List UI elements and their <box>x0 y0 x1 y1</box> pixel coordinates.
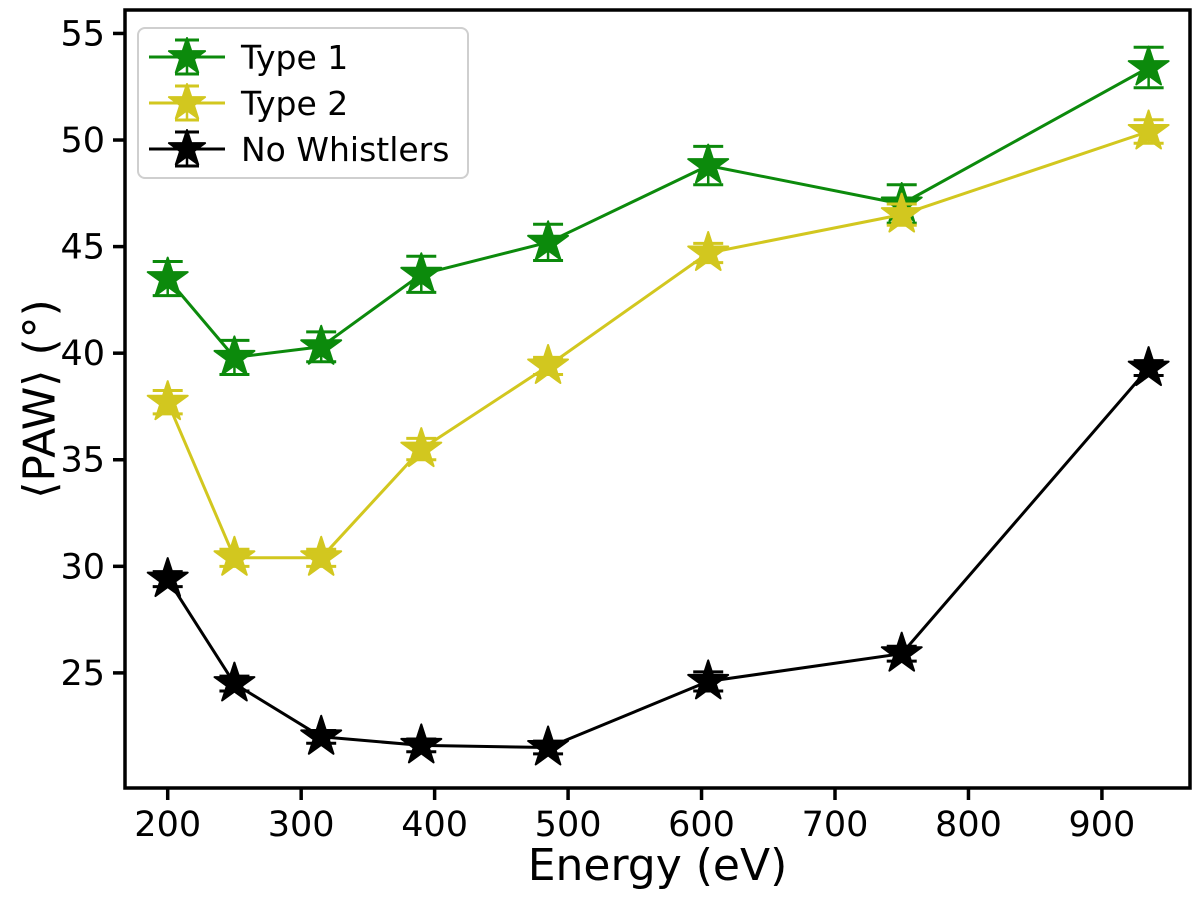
y-tick-label: 55 <box>60 14 105 54</box>
star-marker <box>146 256 189 297</box>
y-tick-label: 35 <box>60 441 105 481</box>
y-tick-label: 50 <box>60 121 105 161</box>
star-marker <box>527 725 569 766</box>
legend-marker-icon <box>149 83 225 122</box>
x-tick-label: 900 <box>1069 805 1136 845</box>
x-tick-label: 800 <box>935 805 1002 845</box>
star-marker <box>687 143 730 184</box>
star-marker <box>880 192 923 233</box>
star-marker <box>400 427 443 468</box>
legend-entry: Type 1 <box>147 34 449 80</box>
plot-frame <box>123 8 1192 790</box>
legend-label: No Whistlers <box>241 129 450 169</box>
legend-entry: Type 2 <box>147 80 449 126</box>
legend: Type 1 Type 2 No Whistlers <box>137 27 470 179</box>
y-tick-label: 40 <box>60 334 105 374</box>
star-marker <box>527 344 569 384</box>
star-marker <box>300 324 343 365</box>
star-marker <box>213 535 256 576</box>
star-marker <box>1127 346 1170 387</box>
star-marker <box>527 220 569 261</box>
star-marker <box>400 252 443 293</box>
star-marker <box>1127 109 1170 150</box>
star-marker <box>146 557 189 598</box>
x-tick-label: 300 <box>268 805 335 845</box>
star-marker <box>213 661 256 702</box>
y-tick-label: 45 <box>60 228 105 268</box>
x-tick-label: 400 <box>401 805 468 845</box>
x-axis-label: Energy (eV) <box>527 840 788 891</box>
star-marker <box>300 714 343 755</box>
series-no-whistlers <box>146 346 1170 766</box>
x-tick-label: 500 <box>535 805 602 845</box>
series-line <box>166 130 1150 560</box>
legend-marker-icon <box>149 37 225 76</box>
star-marker <box>400 723 443 764</box>
star-marker <box>146 380 189 421</box>
series-type-1 <box>146 45 1170 376</box>
y-axis-label: ⟨PAW⟩ (°) <box>14 299 66 499</box>
star-marker <box>1127 45 1170 86</box>
y-tick-label: 30 <box>60 547 105 587</box>
x-tick-label: 600 <box>668 805 735 845</box>
star-marker <box>300 535 343 576</box>
legend-label: Type 1 <box>241 37 349 77</box>
series-type-2 <box>146 109 1170 576</box>
legend-entry: No Whistlers <box>147 126 449 172</box>
y-tick-label: 25 <box>60 654 105 694</box>
legend-marker-icon <box>149 129 225 168</box>
x-tick-label: 200 <box>134 805 201 845</box>
star-marker <box>213 335 256 376</box>
star-marker <box>880 631 923 672</box>
star-marker <box>687 231 730 271</box>
x-tick-label: 700 <box>802 805 869 845</box>
legend-label: Type 2 <box>241 83 349 123</box>
star-marker <box>687 659 730 700</box>
